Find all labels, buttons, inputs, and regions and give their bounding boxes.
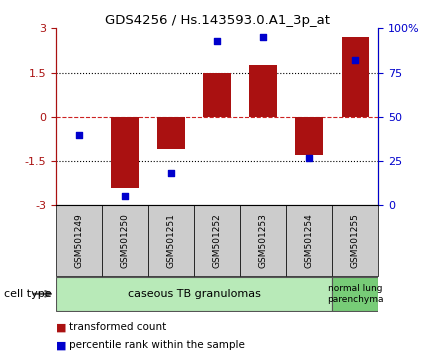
Bar bbox=[249, 65, 277, 117]
Bar bbox=[148, 205, 194, 276]
Text: GSM501252: GSM501252 bbox=[213, 213, 221, 268]
Text: ■: ■ bbox=[56, 322, 66, 332]
Bar bbox=[341, 37, 369, 117]
Bar bbox=[111, 117, 139, 188]
Text: GSM501249: GSM501249 bbox=[74, 213, 83, 268]
Title: GDS4256 / Hs.143593.0.A1_3p_at: GDS4256 / Hs.143593.0.A1_3p_at bbox=[104, 14, 330, 27]
Point bbox=[168, 171, 175, 176]
Bar bbox=[286, 205, 332, 276]
Bar bbox=[332, 277, 378, 311]
Bar bbox=[56, 277, 332, 311]
Point bbox=[122, 194, 129, 199]
Text: normal lung
parenchyma: normal lung parenchyma bbox=[327, 284, 384, 303]
Text: GSM501251: GSM501251 bbox=[166, 213, 175, 268]
Text: transformed count: transformed count bbox=[69, 322, 166, 332]
Bar bbox=[194, 205, 240, 276]
Text: GSM501253: GSM501253 bbox=[259, 213, 268, 268]
Text: cell type: cell type bbox=[4, 289, 52, 299]
Bar bbox=[332, 205, 378, 276]
Bar bbox=[295, 117, 323, 155]
Text: GSM501254: GSM501254 bbox=[305, 213, 314, 268]
Bar bbox=[240, 205, 286, 276]
Point bbox=[214, 38, 221, 44]
Bar bbox=[157, 117, 185, 149]
Point bbox=[352, 57, 359, 63]
Point bbox=[306, 155, 313, 160]
Text: ■: ■ bbox=[56, 340, 66, 350]
Text: GSM501255: GSM501255 bbox=[351, 213, 360, 268]
Bar bbox=[56, 205, 102, 276]
Text: caseous TB granulomas: caseous TB granulomas bbox=[128, 289, 261, 299]
Point bbox=[260, 34, 267, 40]
Text: percentile rank within the sample: percentile rank within the sample bbox=[69, 340, 245, 350]
Bar bbox=[203, 73, 231, 117]
Text: GSM501250: GSM501250 bbox=[120, 213, 129, 268]
Point bbox=[76, 132, 83, 137]
Bar bbox=[102, 205, 148, 276]
